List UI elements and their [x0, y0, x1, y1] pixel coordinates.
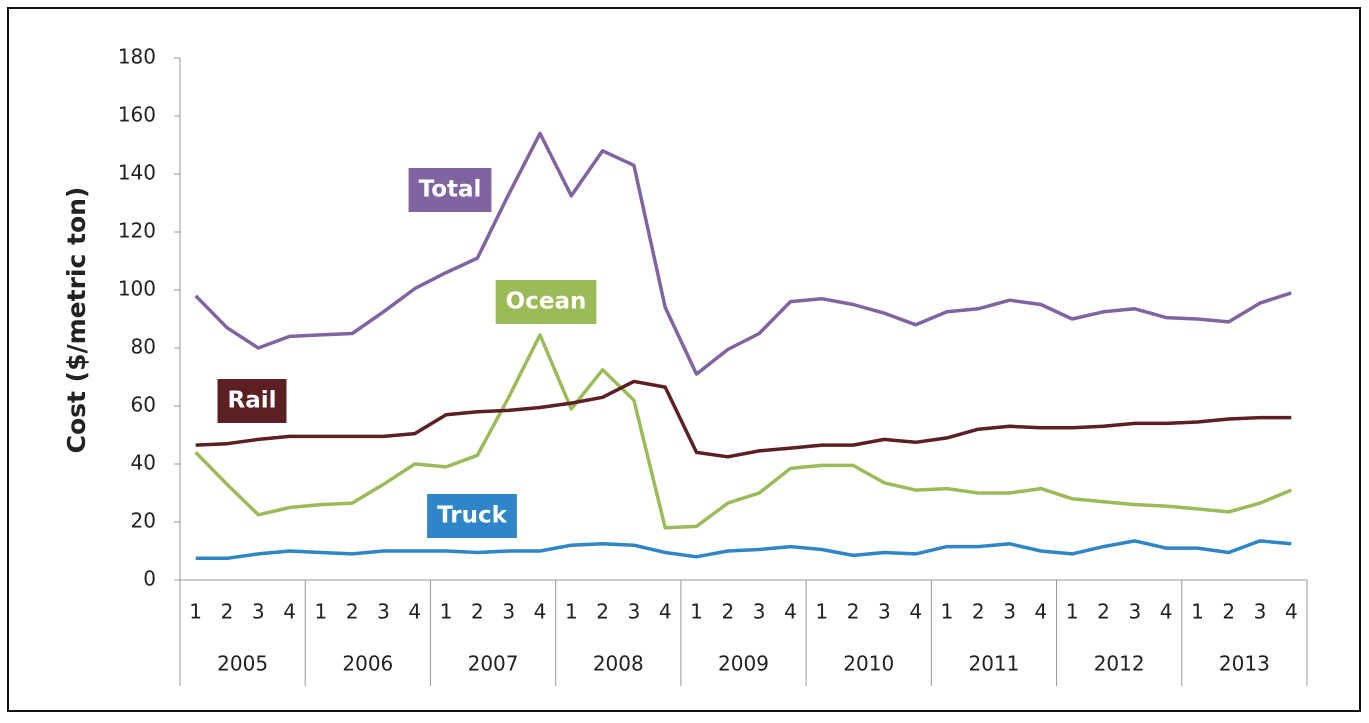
x-tick-label: 1 [440, 600, 453, 624]
y-tick-label: 100 [118, 277, 156, 301]
x-tick-label: 2 [596, 600, 609, 624]
x-tick-label: 1 [565, 600, 578, 624]
x-group-label: 2012 [1094, 652, 1145, 676]
y-tick-label: 60 [131, 393, 156, 417]
y-tick-label: 180 [118, 45, 156, 69]
x-tick-label: 4 [408, 600, 421, 624]
y-tick-label: 40 [131, 451, 156, 475]
x-tick-label: 4 [1035, 600, 1048, 624]
x-tick-label: 4 [659, 600, 672, 624]
x-tick-label: 3 [1003, 600, 1016, 624]
x-group-label: 2009 [718, 652, 769, 676]
x-tick-label: 2 [847, 600, 860, 624]
x-tick-label: 1 [189, 600, 202, 624]
series-line [194, 333, 1292, 530]
series-label: Total [419, 177, 482, 203]
x-group-label: 2013 [1219, 652, 1270, 676]
x-tick-label: 1 [315, 600, 328, 624]
series-label-box [427, 494, 517, 538]
x-tick-label: 3 [377, 600, 390, 624]
x-tick-label: 3 [628, 600, 641, 624]
series-label: Rail [228, 388, 277, 414]
x-tick-label: 4 [1160, 600, 1173, 624]
y-tick-label: 20 [131, 509, 156, 533]
x-tick-label: 3 [252, 600, 265, 624]
series-label-box [217, 379, 287, 423]
x-tick-label: 2 [346, 600, 359, 624]
x-tick-label: 3 [502, 600, 515, 624]
x-tick-label: 2 [221, 600, 234, 624]
x-tick-label: 4 [283, 600, 296, 624]
x-tick-label: 2 [471, 600, 484, 624]
y-tick-label: 120 [118, 219, 156, 243]
y-tick-label: 80 [131, 335, 156, 359]
x-tick-label: 4 [909, 600, 922, 624]
y-axis-title: Cost ($/metric ton) [62, 187, 91, 454]
x-tick-label: 2 [721, 600, 734, 624]
x-group-label: 2005 [217, 652, 268, 676]
x-tick-label: 2 [1222, 600, 1235, 624]
x-tick-label: 4 [784, 600, 797, 624]
series-label: Ocean [506, 289, 587, 315]
x-group-label: 2010 [843, 652, 894, 676]
x-tick-label: 3 [1128, 600, 1141, 624]
x-tick-label: 3 [753, 600, 766, 624]
series-line [195, 379, 1292, 459]
x-group-label: 2008 [593, 652, 644, 676]
y-tick-label: 0 [143, 567, 156, 591]
x-tick-label: 1 [941, 600, 954, 624]
x-tick-label: 1 [815, 600, 828, 624]
y-tick-label: 160 [118, 103, 156, 127]
x-tick-label: 3 [1254, 600, 1267, 624]
x-group-label: 2006 [342, 652, 393, 676]
x-tick-label: 1 [690, 600, 703, 624]
series-label-box [495, 280, 597, 324]
x-tick-label: 4 [534, 600, 547, 624]
x-group-label: 2007 [468, 652, 519, 676]
series-label-box [408, 168, 492, 212]
x-tick-label: 2 [972, 600, 985, 624]
series-line [195, 539, 1292, 561]
x-tick-label: 4 [1285, 600, 1298, 624]
series-line [194, 131, 1292, 376]
x-tick-label: 1 [1066, 600, 1079, 624]
x-group-label: 2011 [968, 652, 1019, 676]
series-label: Truck [437, 503, 508, 529]
x-tick-label: 1 [1191, 600, 1204, 624]
y-tick-label: 140 [118, 161, 156, 185]
frame [7, 7, 1361, 712]
x-tick-label: 3 [878, 600, 891, 624]
x-tick-label: 2 [1097, 600, 1110, 624]
